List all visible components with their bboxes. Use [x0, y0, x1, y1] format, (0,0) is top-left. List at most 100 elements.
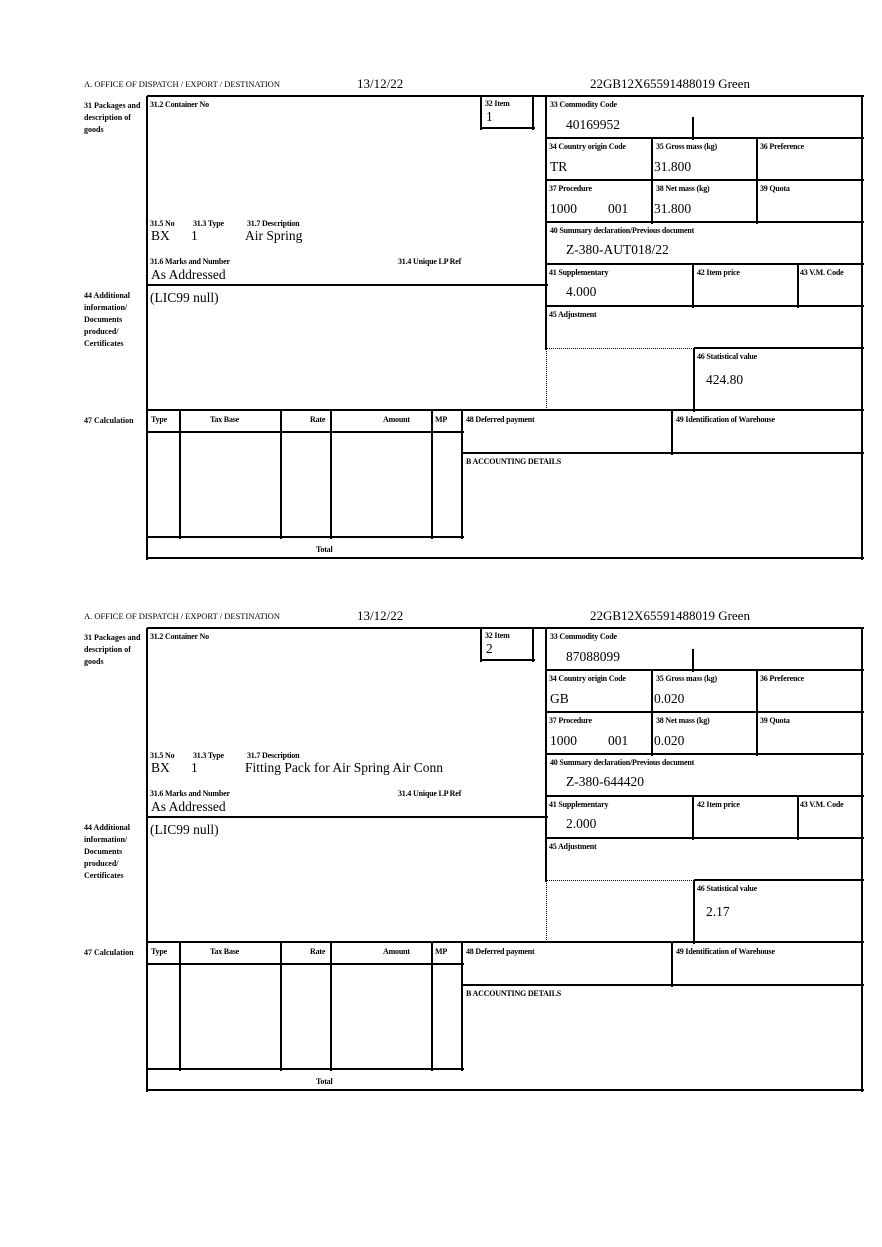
col-rate-header: Rate	[310, 947, 326, 956]
form-rule	[461, 942, 463, 1071]
form-rule	[480, 628, 482, 662]
additional-info-value: (LIC99 null)	[150, 290, 219, 305]
form-rule	[431, 942, 433, 1071]
package-no: BX	[151, 228, 170, 243]
form-rule	[692, 796, 694, 840]
declaration-reference: 22GB12X65591488019 Green	[590, 76, 750, 91]
form-rule	[545, 96, 547, 350]
statistical-value: 2.17	[706, 904, 730, 919]
office-label: A. OFFICE OF DISPATCH / EXPORT / DESTINA…	[84, 79, 280, 89]
type-label: 31.3 Type	[193, 219, 224, 228]
declaration-date: 13/12/22	[357, 608, 404, 623]
procedure-label: 37 Procedure	[549, 716, 592, 725]
previous-document: Z-380-644420	[566, 774, 644, 789]
form-rule	[546, 837, 864, 839]
container-no-label: 31.2 Container No	[150, 100, 209, 109]
no-label: 31.5 No	[150, 219, 175, 228]
net-mass: 0.020	[654, 733, 685, 748]
item-label: 32 Item	[485, 631, 510, 640]
form-rule	[148, 536, 464, 538]
form-rule	[148, 1068, 464, 1070]
form-rule	[461, 410, 463, 539]
form-rule	[147, 1089, 864, 1091]
form-rule	[481, 659, 535, 661]
form-rule	[546, 221, 864, 223]
supplementary-value: 4.000	[566, 284, 597, 299]
form-rule	[179, 942, 181, 1071]
preference-label: 36 Preference	[760, 142, 804, 151]
form-rule	[797, 796, 799, 840]
form-rule	[147, 627, 864, 629]
supplementary-value: 2.000	[566, 816, 597, 831]
form-rule	[546, 753, 864, 755]
item-number: 2	[486, 641, 493, 656]
summary-label: 40 Summary declaration/Previous document	[550, 226, 695, 235]
adjustment-label: 45 Adjustment	[549, 310, 597, 319]
commodity-label: 33 Commodity Code	[550, 100, 617, 109]
col-type-header: Type	[151, 415, 167, 424]
warehouse-label: 49 Identification of Warehouse	[676, 947, 775, 956]
warehouse-label: 49 Identification of Warehouse	[676, 415, 775, 424]
office-label: A. OFFICE OF DISPATCH / EXPORT / DESTINA…	[84, 611, 280, 621]
vm-code-label: 43 V.M. Code	[800, 800, 844, 809]
col-mp-header: MP	[435, 415, 448, 424]
form-rule	[147, 409, 864, 411]
form-rule	[431, 410, 433, 539]
form-rule	[481, 127, 535, 129]
form-rule	[148, 963, 464, 965]
adjustment-label: 45 Adjustment	[549, 842, 597, 851]
statistical-label: 46 Statistical value	[697, 352, 757, 361]
procedure-code: 1000	[550, 201, 577, 216]
form-rule	[546, 880, 547, 942]
vm-code-label: 43 V.M. Code	[800, 268, 844, 277]
form-rule	[692, 264, 694, 308]
box47-label: 47 Calculation	[84, 948, 134, 957]
no-label: 31.5 No	[150, 751, 175, 760]
country-label: 34 Country origin Code	[549, 142, 626, 151]
net-mass-label: 38 Net mass (kg)	[656, 716, 710, 725]
form-rule	[546, 137, 864, 139]
gross-mass: 31.800	[654, 159, 692, 174]
description-label: 31.7 Description	[247, 219, 300, 228]
box44-label: 44 Additional information/ Documents pro…	[84, 823, 131, 880]
col-tax-base-header: Tax Base	[210, 415, 240, 424]
form-rule	[280, 942, 282, 1071]
package-no: BX	[151, 760, 170, 775]
country-origin: TR	[550, 159, 568, 174]
summary-label: 40 Summary declaration/Previous document	[550, 758, 695, 767]
form-rule	[651, 670, 653, 756]
marks-label: 31.6 Marks and Number	[150, 789, 230, 798]
net-mass: 31.800	[654, 201, 692, 216]
form-rule	[692, 117, 694, 140]
form-rule	[146, 96, 148, 560]
form-rule	[694, 347, 864, 349]
preference-label: 36 Preference	[760, 674, 804, 683]
statistical-value: 424.80	[706, 372, 744, 387]
marks-label: 31.6 Marks and Number	[150, 257, 230, 266]
supplementary-label: 41 Supplementary	[549, 800, 609, 809]
form-rule	[462, 452, 864, 454]
gross-mass-label: 35 Gross mass (kg)	[656, 142, 717, 151]
gross-mass: 0.020	[654, 691, 685, 706]
form-rule	[546, 263, 864, 265]
commodity-code: 40169952	[566, 117, 620, 132]
deferred-payment-label: 48 Deferred payment	[466, 415, 535, 424]
form-rule	[671, 410, 673, 455]
col-tax-base-header: Tax Base	[210, 947, 240, 956]
goods-description: Fitting Pack for Air Spring Air Conn	[245, 760, 444, 775]
procedure-additional: 001	[608, 201, 629, 216]
gross-mass-label: 35 Gross mass (kg)	[656, 674, 717, 683]
form-rule	[545, 628, 547, 882]
quota-label: 39 Quota	[760, 184, 790, 193]
col-amount-header: Amount	[383, 415, 410, 424]
unique-lp-label: 31.4 Unique LP Ref	[398, 789, 462, 798]
goods-description: Air Spring	[245, 228, 303, 243]
col-mp-header: MP	[435, 947, 448, 956]
declaration-reference: 22GB12X65591488019 Green	[590, 608, 750, 623]
commodity-code: 87088099	[566, 649, 620, 664]
procedure-additional: 001	[608, 733, 629, 748]
form-rule	[462, 984, 864, 986]
form-rule	[546, 305, 864, 307]
marks-value: As Addressed	[151, 267, 226, 282]
form-rule	[148, 431, 464, 433]
